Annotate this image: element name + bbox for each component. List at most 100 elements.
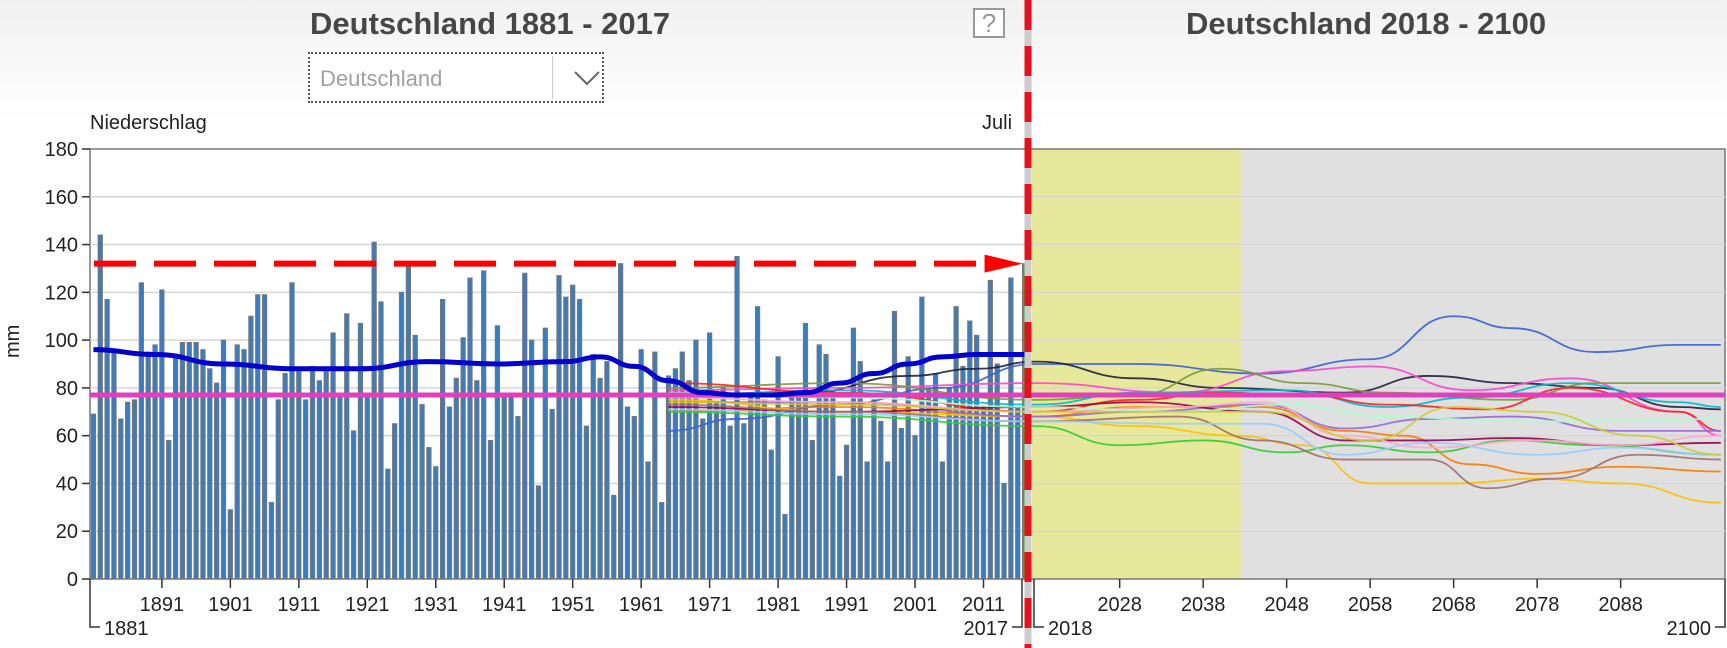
bar-1927 <box>405 265 411 580</box>
bar-1892 <box>166 439 172 580</box>
bar-2016 <box>1015 406 1021 580</box>
bar-1949 <box>556 275 562 580</box>
bar-1905 <box>255 294 261 580</box>
bar-2002 <box>919 296 925 580</box>
x-tick-label: 2088 <box>1598 594 1643 616</box>
bar-1973 <box>720 387 726 580</box>
bar-1902 <box>234 344 240 580</box>
bar-1891 <box>159 289 165 580</box>
bar-1915 <box>323 370 329 580</box>
projection-line-model-7 <box>668 406 1721 475</box>
bar-1995 <box>871 399 877 580</box>
bar-1917 <box>337 396 343 580</box>
bar-1994 <box>864 461 870 580</box>
bar-1926 <box>398 291 405 580</box>
x-tick-label: 1891 <box>140 594 185 616</box>
chevron-down-icon[interactable] <box>572 62 602 92</box>
bar-2010 <box>974 334 980 580</box>
bar-1924 <box>385 468 391 580</box>
bar-1904 <box>248 315 254 580</box>
range-bracket-proj-start <box>1033 579 1044 628</box>
chart-title-projection: Deutschland 2018 - 2100 <box>1186 6 1547 41</box>
projection-line-model-15 <box>668 391 1721 423</box>
bar-1893 <box>172 356 179 580</box>
x-tick-label: 2028 <box>1097 594 1142 616</box>
bar-2000 <box>905 356 911 580</box>
bar-1886 <box>125 401 131 580</box>
variable-label: Niederschlag <box>90 112 207 134</box>
x-tick-label: 2078 <box>1515 594 1560 616</box>
bar-1996 <box>878 420 884 580</box>
x-tick-label: 1901 <box>208 594 253 616</box>
bar-1968 <box>686 380 692 580</box>
bar-1971 <box>707 332 713 580</box>
bar-2006 <box>946 387 952 580</box>
bar-1920 <box>357 322 364 580</box>
bar-1937 <box>474 380 480 580</box>
y-tick-label: 60 <box>56 426 78 448</box>
bar-1931 <box>433 466 439 580</box>
y-tick-label: 140 <box>45 235 78 257</box>
x-tick-label: 1921 <box>345 594 390 616</box>
y-tick-label: 120 <box>45 282 78 304</box>
bar-1978 <box>754 306 761 580</box>
range-bracket-start <box>89 579 100 628</box>
bar-1963 <box>652 351 658 580</box>
bar-1909 <box>282 373 288 580</box>
bar-1979 <box>761 399 768 580</box>
bar-1938 <box>481 270 487 580</box>
bar-2014 <box>1001 482 1007 580</box>
bar-1907 <box>268 502 275 580</box>
bar-2005 <box>939 461 946 580</box>
help-button[interactable]: ? <box>973 8 1005 38</box>
x-tick-label: 1941 <box>482 594 527 616</box>
bar-1900 <box>220 339 227 580</box>
bar-1895 <box>186 342 192 580</box>
bar-1977 <box>748 396 754 580</box>
bar-1910 <box>289 282 295 580</box>
x-tick-label: 1971 <box>687 594 732 616</box>
bar-1967 <box>679 351 685 580</box>
y-tick-label: 180 <box>45 139 78 161</box>
y-tick-label: 0 <box>67 569 78 591</box>
projection-line-model-14 <box>668 396 1721 449</box>
bar-1885 <box>118 418 124 580</box>
bar-1960 <box>631 416 637 580</box>
bar-1950 <box>563 296 569 580</box>
range-label-1881: 1881 <box>104 618 149 640</box>
projection-line-model-9 <box>668 410 1721 456</box>
bar-1969 <box>693 339 699 580</box>
bar-1988 <box>823 353 829 580</box>
bar-1965 <box>665 375 672 580</box>
bar-1882 <box>97 234 103 580</box>
bar-1913 <box>309 365 316 580</box>
bar-1951 <box>570 284 576 580</box>
bar-1958 <box>617 263 624 580</box>
x-tick-label: 1961 <box>619 594 664 616</box>
bar-1989 <box>830 389 836 580</box>
projection-line-model-4 <box>668 367 1721 401</box>
bar-1975 <box>734 256 740 580</box>
bar-2007 <box>953 306 959 580</box>
x-tick-label: 2048 <box>1264 594 1309 616</box>
bar-2011 <box>980 406 987 580</box>
chart-title-observed: Deutschland 1881 - 2017 <box>310 6 671 41</box>
bar-1936 <box>467 277 473 580</box>
bar-1918 <box>344 313 350 580</box>
bar-1929 <box>419 404 425 580</box>
bar-1986 <box>809 439 815 580</box>
bar-1928 <box>412 334 418 580</box>
region-select[interactable]: Deutschland <box>308 52 604 103</box>
bar-1890 <box>152 344 158 580</box>
bar-1974 <box>727 425 733 580</box>
projection-line-model-13 <box>668 408 1721 456</box>
bar-1925 <box>392 423 398 580</box>
x-tick-label: 2038 <box>1181 594 1226 616</box>
bar-1991 <box>843 444 850 580</box>
bar-1980 <box>768 449 774 580</box>
bar-1883 <box>104 299 110 580</box>
bar-1923 <box>378 301 384 580</box>
bar-1942 <box>508 394 514 580</box>
bar-1990 <box>837 475 843 580</box>
bar-1914 <box>316 380 322 580</box>
